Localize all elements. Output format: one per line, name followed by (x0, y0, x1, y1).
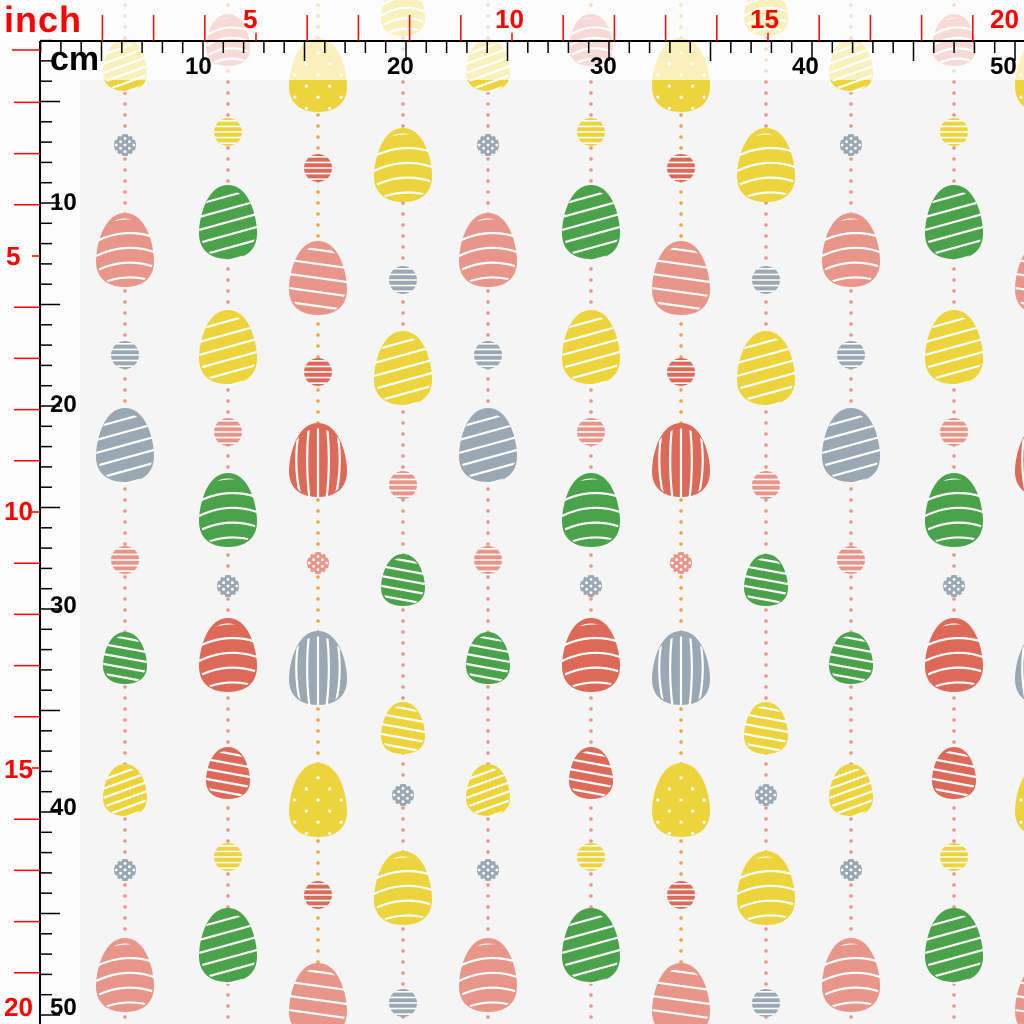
inch-tick-label: 20 (990, 4, 1019, 34)
cm-tick-label: 30 (50, 592, 77, 619)
gray-easter-egg (111, 341, 139, 369)
yellow-easter-egg (652, 763, 710, 837)
gray-easter-egg (114, 134, 136, 156)
gray-easter-egg (459, 408, 517, 484)
pink-easter-egg (837, 546, 865, 574)
pink-easter-egg (652, 963, 710, 1024)
gray-easter-egg (840, 859, 862, 881)
gray-easter-egg (477, 134, 499, 156)
cm-tick-label: 50 (990, 53, 1017, 80)
yellow-easter-egg (214, 118, 242, 146)
pink-easter-egg (940, 418, 968, 446)
inch-tick-label: 15 (4, 754, 33, 784)
pink-easter-egg (389, 471, 417, 499)
inch-tick-label: 10 (4, 496, 33, 526)
green-easter-egg (103, 632, 147, 684)
cm-tick-label: 20 (50, 391, 77, 418)
pink-easter-egg (577, 418, 605, 446)
inch-tick-label: 20 (4, 992, 33, 1022)
green-easter-egg (562, 473, 620, 547)
gray-easter-egg (474, 341, 502, 369)
cm-tick-label: 10 (50, 189, 77, 216)
green-easter-egg (466, 632, 510, 684)
green-easter-egg (381, 554, 425, 606)
cm-tick-label: 50 (50, 994, 77, 1021)
yellow-easter-egg (289, 763, 347, 837)
yellow-easter-egg (737, 331, 795, 407)
cm-tick-label: 10 (185, 53, 212, 80)
cm-tick-label: 30 (590, 53, 617, 80)
inch-unit-label: inch (4, 0, 83, 40)
yellow-easter-egg (940, 843, 968, 871)
pink-easter-egg (307, 552, 329, 574)
gray-easter-egg (752, 266, 780, 294)
cm-unit-label: cm (50, 40, 100, 78)
pink-easter-egg (111, 546, 139, 574)
gray-easter-egg (580, 575, 602, 597)
red-easter-egg (569, 747, 613, 799)
yellow-easter-egg (925, 310, 983, 386)
gray-easter-egg (389, 266, 417, 294)
gray-easter-egg (389, 989, 417, 1017)
pink-easter-egg (1015, 246, 1024, 312)
cm-tick-label: 20 (387, 53, 414, 80)
yellow-easter-egg (562, 310, 620, 386)
yellow-easter-egg (214, 843, 242, 871)
gray-easter-egg (822, 408, 880, 484)
yellow-easter-egg (577, 843, 605, 871)
inch-tick-label: 15 (750, 4, 779, 34)
pink-easter-egg (752, 471, 780, 499)
yellow-easter-egg (940, 118, 968, 146)
green-easter-egg (829, 632, 873, 684)
red-easter-egg (667, 881, 695, 909)
cm-tick-label: 40 (792, 53, 819, 80)
yellow-easter-egg (374, 331, 432, 407)
pink-easter-egg (459, 938, 517, 1012)
red-easter-egg (304, 881, 332, 909)
red-easter-egg (304, 154, 332, 182)
red-easter-egg (667, 154, 695, 182)
inch-tick-label: 10 (495, 4, 524, 34)
yellow-easter-egg (374, 128, 432, 202)
red-easter-egg (304, 358, 332, 386)
gray-easter-egg (837, 341, 865, 369)
inch-tick-label: 5 (243, 4, 258, 34)
yellow-easter-egg (577, 118, 605, 146)
pink-easter-egg (474, 546, 502, 574)
yellow-easter-egg (737, 128, 795, 202)
red-easter-egg (206, 747, 250, 799)
ruler (12, 15, 1024, 1024)
yellow-easter-egg (744, 702, 788, 754)
red-easter-egg (667, 358, 695, 386)
inch-tick-label: 5 (6, 241, 21, 271)
pink-easter-egg (214, 418, 242, 446)
cm-tick-label: 40 (50, 794, 77, 821)
gray-easter-egg (752, 989, 780, 1017)
yellow-easter-egg (829, 764, 873, 818)
pink-easter-egg (1015, 968, 1024, 1024)
